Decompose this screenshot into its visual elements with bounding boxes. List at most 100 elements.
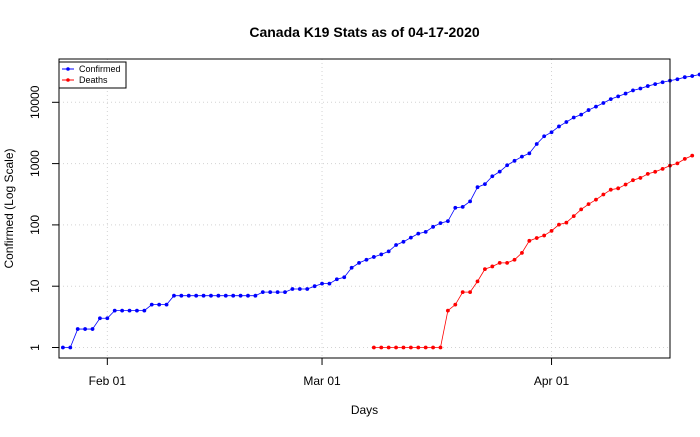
- data-point: [490, 174, 495, 179]
- data-point: [512, 158, 517, 163]
- data-point: [401, 345, 406, 350]
- data-point: [231, 293, 236, 298]
- data-point: [164, 302, 169, 307]
- data-point: [408, 345, 413, 350]
- data-point: [186, 293, 191, 298]
- data-point: [520, 154, 524, 159]
- data-point: [445, 219, 450, 224]
- data-point: [586, 108, 591, 112]
- data-point: [431, 345, 435, 350]
- data-point: [483, 182, 487, 187]
- data-point: [638, 176, 643, 180]
- data-point: [468, 290, 472, 295]
- data-point: [305, 287, 310, 291]
- data-point: [594, 197, 598, 202]
- data-point: [379, 252, 384, 257]
- data-point: [312, 284, 317, 289]
- data-point: [623, 91, 628, 96]
- data-point: [423, 229, 428, 234]
- data-point: [623, 182, 628, 187]
- y-axis-label: Confirmed (Log Scale): [2, 148, 16, 268]
- data-point: [505, 260, 510, 265]
- data-point: [297, 287, 302, 291]
- grid: [59, 59, 670, 358]
- x-tick-label: Apr 01: [534, 374, 570, 388]
- legend-marker: [66, 78, 70, 82]
- data-point: [579, 112, 584, 117]
- data-point: [431, 224, 435, 229]
- data-point: [453, 205, 458, 210]
- data-point: [394, 345, 398, 350]
- data-point: [616, 94, 621, 99]
- data-point: [460, 204, 465, 209]
- y-tick-label: 1: [28, 344, 42, 351]
- data-point: [260, 290, 265, 295]
- series-confirmed: [61, 72, 700, 350]
- series-line: [373, 155, 693, 348]
- data-point: [660, 166, 665, 171]
- data-point: [564, 120, 569, 124]
- data-point: [601, 192, 606, 197]
- legend-label: Confirmed: [79, 64, 121, 74]
- y-tick-label: 10: [28, 279, 42, 293]
- data-point: [157, 302, 162, 307]
- data-point: [364, 257, 369, 262]
- data-point: [408, 235, 413, 240]
- y-tick-label: 1000: [28, 150, 42, 177]
- data-point: [416, 231, 421, 236]
- data-point: [586, 202, 591, 207]
- data-point: [90, 327, 95, 331]
- data-point: [61, 345, 65, 350]
- data-point: [490, 264, 495, 269]
- data-point: [534, 236, 539, 240]
- data-point: [594, 104, 598, 109]
- data-point: [142, 308, 147, 313]
- data-point: [571, 214, 576, 219]
- data-point: [512, 257, 517, 262]
- data-point: [549, 228, 554, 233]
- data-point: [253, 293, 258, 298]
- data-point: [497, 260, 502, 265]
- data-point: [401, 239, 406, 244]
- data-point: [371, 345, 376, 350]
- series-deaths: [371, 153, 695, 350]
- data-point: [112, 308, 117, 313]
- data-point: [268, 290, 273, 295]
- data-point: [675, 161, 680, 166]
- data-point: [660, 80, 665, 85]
- data-point: [290, 287, 295, 291]
- data-point: [631, 88, 635, 93]
- data-point: [416, 345, 421, 350]
- data-point: [483, 267, 487, 272]
- data-point: [283, 290, 287, 295]
- data-point: [527, 151, 532, 156]
- chart-title: Canada K19 Stats as of 04-17-2020: [249, 24, 480, 40]
- data-point: [645, 171, 650, 176]
- data-point: [608, 187, 613, 192]
- data-point: [423, 345, 428, 350]
- data-point: [653, 169, 658, 174]
- data-point: [690, 74, 695, 78]
- data-point: [371, 255, 376, 259]
- data-point: [320, 281, 324, 286]
- data-point: [579, 207, 584, 212]
- series-layer: [61, 72, 700, 350]
- axes: Feb 01 Mar 01 Apr 01 1 10 100 1000 10000: [28, 85, 570, 388]
- data-point: [83, 327, 88, 331]
- data-point: [527, 238, 532, 243]
- data-point: [98, 316, 102, 321]
- data-point: [445, 308, 450, 313]
- data-point: [201, 293, 206, 298]
- data-point: [542, 233, 547, 238]
- data-point: [127, 308, 132, 313]
- data-point: [438, 221, 443, 226]
- data-point: [475, 185, 480, 190]
- data-point: [105, 316, 110, 321]
- plot-frame: [58, 58, 671, 359]
- data-point: [179, 293, 184, 298]
- data-point: [542, 134, 547, 139]
- data-point: [334, 277, 339, 282]
- data-point: [223, 293, 228, 298]
